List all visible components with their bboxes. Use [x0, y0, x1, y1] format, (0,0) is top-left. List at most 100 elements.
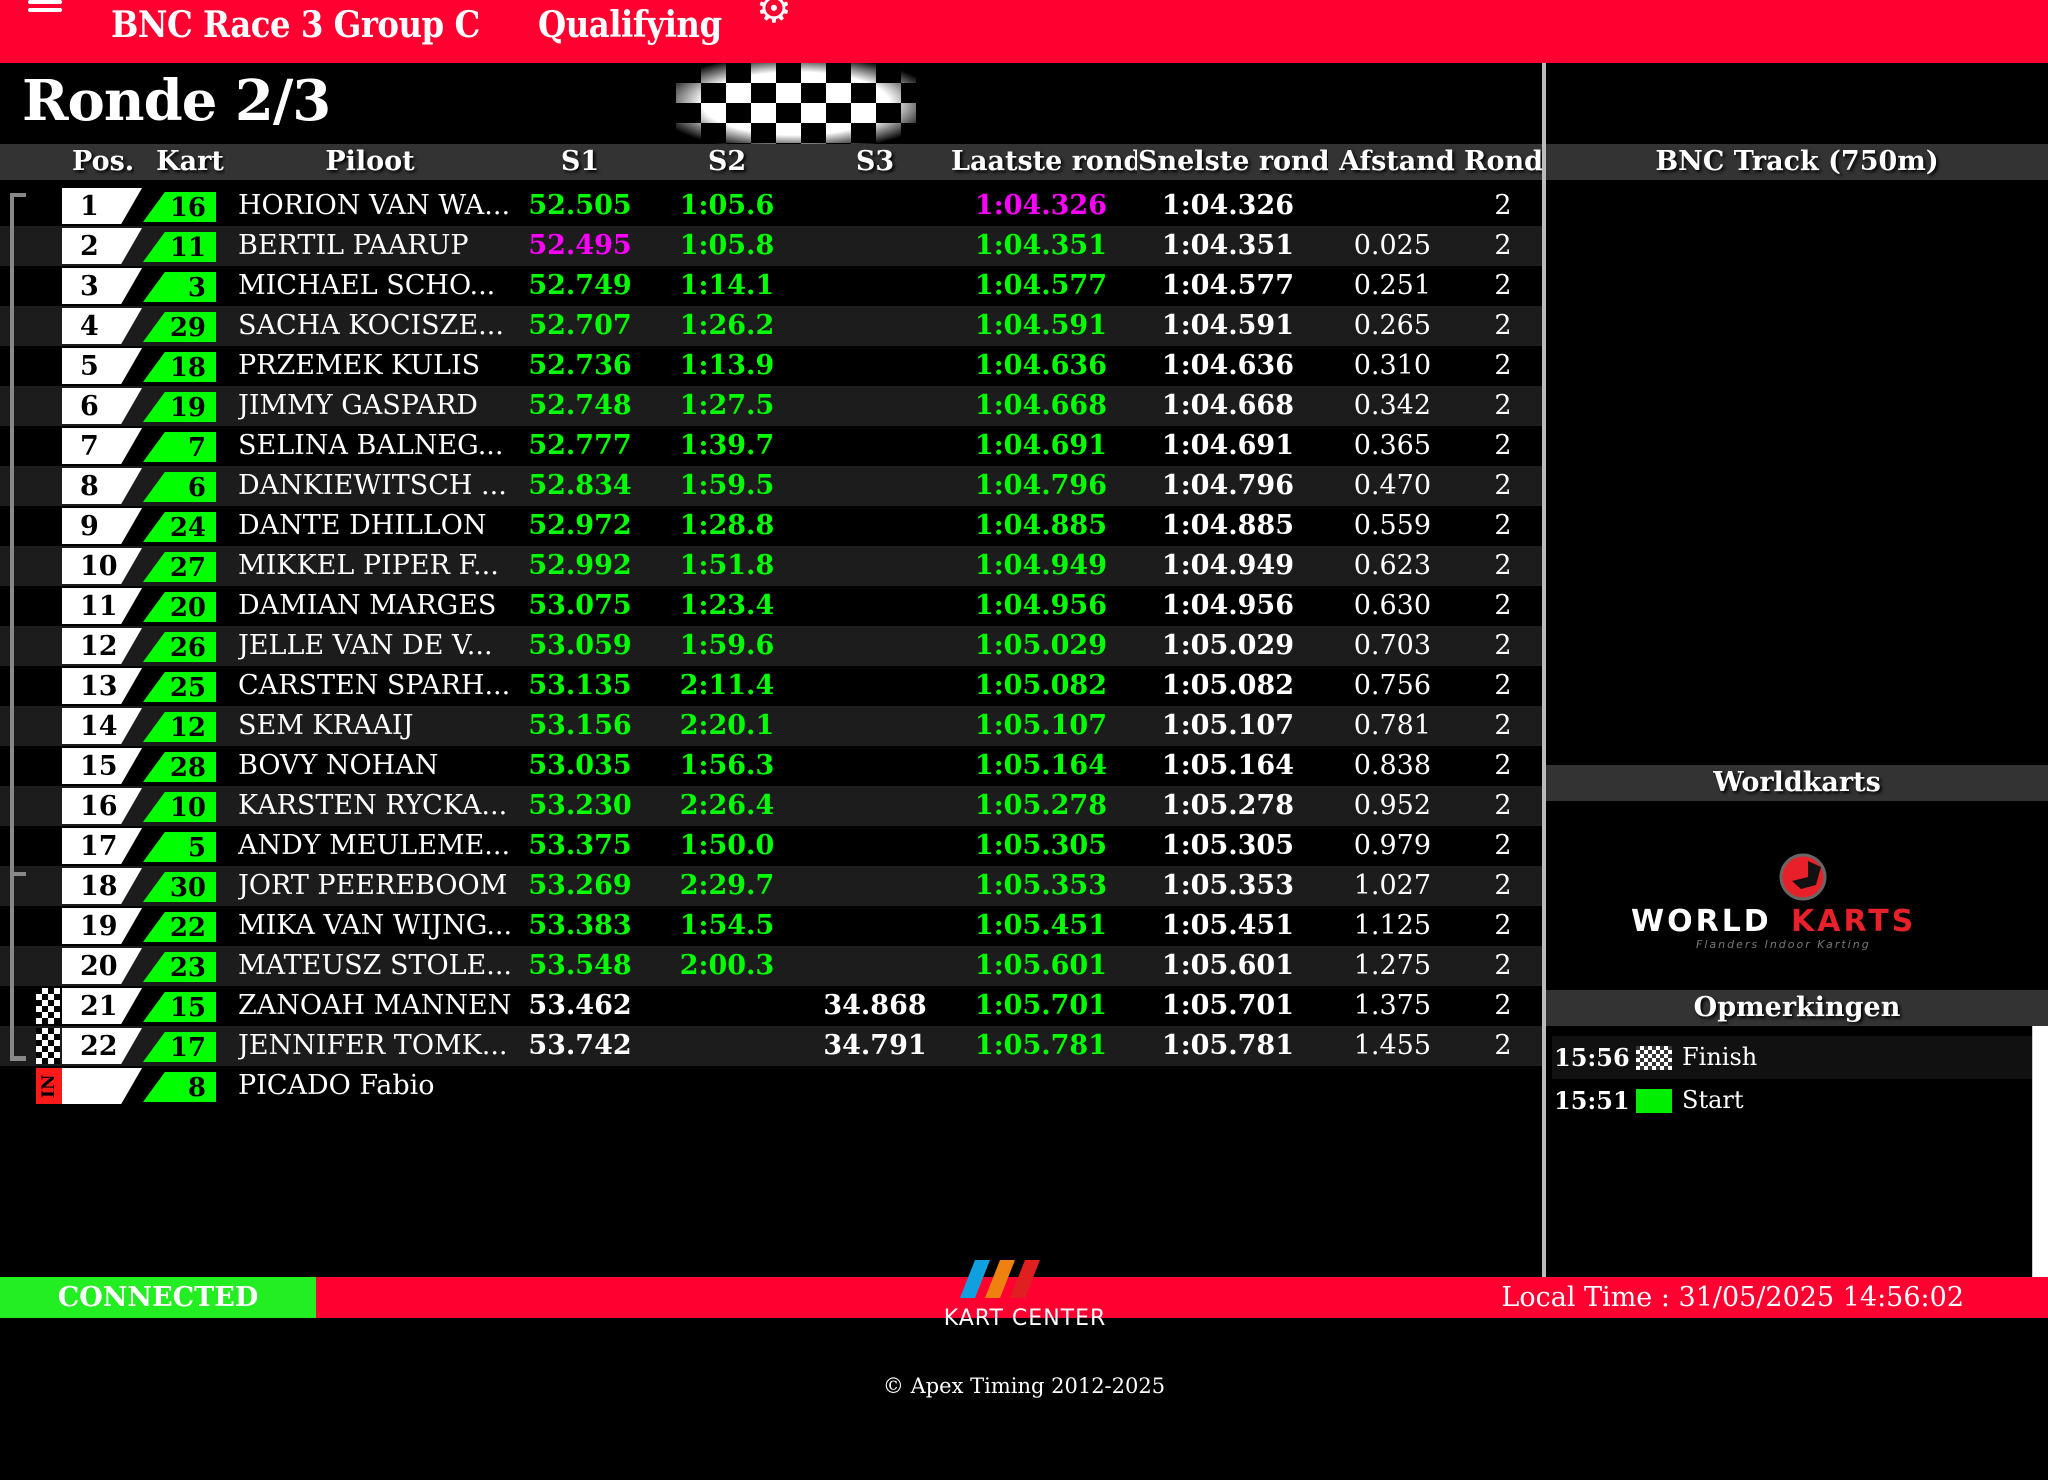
kart-number: 16	[143, 192, 216, 222]
remarks-scrollbar[interactable]	[2032, 1026, 2048, 1277]
gap: 0.251	[1353, 270, 1431, 301]
gap: 0.470	[1353, 470, 1431, 501]
track-header: BNC Track (750m)	[1546, 144, 2048, 180]
table-row[interactable]: 6 19 JIMMY GASPARD 52.748 1:27.5 1:04.668 1:04…	[0, 386, 1542, 426]
col-best-lap[interactable]: Snelste ronde	[1138, 146, 1328, 177]
sector-2: 1:54.5	[679, 910, 775, 941]
table-row[interactable]: 20 23 MATEUSZ STOLE... 53.548 2:00.3 1:05.601…	[0, 946, 1542, 986]
col-s3[interactable]: S3	[855, 146, 895, 177]
table-row[interactable]: 2 11 BERTIL PAARUP 52.495 1:05.8 1:04.351 1:04…	[0, 226, 1542, 266]
pilot-name: KARSTEN RYCKA...	[238, 790, 508, 821]
sponsor-header: Worldkarts	[1546, 765, 2048, 801]
table-row[interactable]: 9 24 DANTE DHILLON 52.972 1:28.8 1:04.885 1:04…	[0, 506, 1542, 546]
pilot-name: DANTE DHILLON	[238, 510, 487, 541]
table-row[interactable]: 14 12 SEM KRAAIJ 53.156 2:20.1 1:05.107 1:05.1…	[0, 706, 1542, 746]
table-row[interactable]: 10 27 MIKKEL PIPER F... 52.992 1:51.8 1:04.94…	[0, 546, 1542, 586]
best-lap: 1:04.326	[1161, 190, 1294, 221]
table-row[interactable]: 18 30 JORT PEEREBOOM 53.269 2:29.7 1:05.353 1:…	[0, 866, 1542, 906]
best-lap: 1:05.353	[1161, 870, 1294, 901]
kart-number: 3	[143, 272, 216, 302]
col-pos[interactable]: Pos.	[72, 146, 134, 177]
sector-2: 2:00.3	[679, 950, 775, 981]
col-kart[interactable]: Kart	[156, 146, 224, 177]
kart-number: 6	[143, 472, 216, 502]
pilot-name: PRZEMEK KULIS	[238, 350, 481, 381]
hamburger-icon[interactable]	[28, 0, 62, 16]
sector-1: 53.375	[528, 830, 632, 861]
kart-number: 25	[143, 672, 216, 702]
top-bar	[0, 0, 2048, 63]
pilot-name: MATEUSZ STOLE...	[238, 950, 513, 981]
svg-text:WORLD: WORLD	[1631, 904, 1772, 939]
laps: 2	[1494, 270, 1512, 301]
position-badge	[62, 1068, 142, 1104]
table-row[interactable]: 7 7 SELINA BALNEG... 52.777 1:39.7 1:04.691 1:…	[0, 426, 1542, 466]
gap: 1.027	[1353, 870, 1431, 901]
kart-number: 28	[143, 752, 216, 782]
sector-2: 1:51.8	[679, 550, 775, 581]
position-badge: 17	[62, 828, 142, 864]
table-row[interactable]: 12 26 JELLE VAN DE V... 53.059 1:59.6 1:05.02…	[0, 626, 1542, 666]
table-row[interactable]: 16 10 KARSTEN RYCKA... 53.230 2:26.4 1:05.278…	[0, 786, 1542, 826]
message-time: 15:56	[1554, 1043, 1630, 1072]
laps: 2	[1494, 230, 1512, 261]
table-row[interactable]: 17 5 ANDY MEULEME... 53.375 1:50.0 1:05.305 1:…	[0, 826, 1542, 866]
table-row[interactable]: 21 15 ZANOAH MANNEN 53.462 34.868 1:05.701 1:0…	[0, 986, 1542, 1026]
checkered-flag-icon	[36, 1028, 60, 1064]
last-lap: 1:05.781	[974, 1030, 1107, 1061]
position-badge: 22	[62, 1028, 142, 1064]
gear-icon[interactable]: ⚙	[756, 0, 792, 32]
table-row[interactable]: 8 6 DANKIEWITSCH ... 52.834 1:59.5 1:04.796 1:…	[0, 466, 1542, 506]
best-lap: 1:04.949	[1161, 550, 1294, 581]
best-lap: 1:04.956	[1161, 590, 1294, 621]
position-badge: 7	[62, 428, 142, 464]
last-lap: 1:05.305	[974, 830, 1107, 861]
table-row[interactable]: 4 29 SACHA KOCISZE... 52.707 1:26.2 1:04.591 1…	[0, 306, 1542, 346]
last-lap: 1:04.956	[974, 590, 1107, 621]
position-badge: 15	[62, 748, 142, 784]
message-text: Start	[1682, 1086, 1744, 1114]
table-row[interactable]: 19 22 MIKA VAN WIJNG... 53.383 1:54.5 1:05.45…	[0, 906, 1542, 946]
col-s2[interactable]: S2	[707, 146, 747, 177]
laps: 2	[1494, 430, 1512, 461]
laps: 2	[1494, 550, 1512, 581]
last-lap: 1:04.949	[974, 550, 1107, 581]
best-lap: 1:04.885	[1161, 510, 1294, 541]
gap: 0.781	[1353, 710, 1431, 741]
gap: 1.275	[1353, 950, 1431, 981]
table-row[interactable]: 3 3 MICHAEL SCHO... 52.749 1:14.1 1:04.577 1:0…	[0, 266, 1542, 306]
pilot-name: JENNIFER TOMK...	[238, 1030, 508, 1061]
table-row[interactable]: 5 18 PRZEMEK KULIS 52.736 1:13.9 1:04.636 1:04…	[0, 346, 1542, 386]
panel-divider[interactable]	[1542, 63, 1546, 1277]
checkered-flag-icon	[676, 63, 916, 144]
col-pilot[interactable]: Piloot	[325, 146, 415, 177]
gap: 0.365	[1353, 430, 1431, 461]
table-row[interactable]: 15 28 BOVY NOHAN 53.035 1:56.3 1:05.164 1:05.1…	[0, 746, 1542, 786]
gap: 0.630	[1353, 590, 1431, 621]
pilot-name: DAMIAN MARGES	[238, 590, 497, 621]
best-lap: 1:05.701	[1161, 990, 1294, 1021]
laps: 2	[1494, 710, 1512, 741]
kart-number: 7	[143, 432, 216, 462]
last-lap: 1:04.885	[974, 510, 1107, 541]
table-row[interactable]: 13 25 CARSTEN SPARH... 53.135 2:11.4 1:05.082…	[0, 666, 1542, 706]
kart-number: 15	[143, 992, 216, 1022]
col-last-lap[interactable]: Laatste ronde	[951, 146, 1137, 177]
table-row[interactable]: 22 17 JENNIFER TOMK... 53.742 34.791 1:05.781…	[0, 1026, 1542, 1066]
col-s1[interactable]: S1	[560, 146, 600, 177]
sector-1: 52.748	[528, 390, 632, 421]
table-row[interactable]: 8 PICADO Fabio IN	[0, 1066, 1542, 1106]
col-laps[interactable]: Ronde	[1464, 146, 1542, 177]
last-lap: 1:04.591	[974, 310, 1107, 341]
sector-1: 53.269	[528, 870, 632, 901]
position-badge: 13	[62, 668, 142, 704]
laps: 2	[1494, 870, 1512, 901]
table-row[interactable]: 1 16 HORION VAN WA... 52.505 1:05.6 1:04.326 1…	[0, 186, 1542, 226]
sector-1: 52.777	[528, 430, 632, 461]
sector-2: 1:39.7	[679, 430, 775, 461]
col-gap[interactable]: Afstand	[1339, 146, 1455, 177]
sector-2: 1:59.6	[679, 630, 775, 661]
best-lap: 1:04.796	[1161, 470, 1294, 501]
table-row[interactable]: 11 20 DAMIAN MARGES 53.075 1:23.4 1:04.956 1:0…	[0, 586, 1542, 626]
position-badge: 14	[62, 708, 142, 744]
